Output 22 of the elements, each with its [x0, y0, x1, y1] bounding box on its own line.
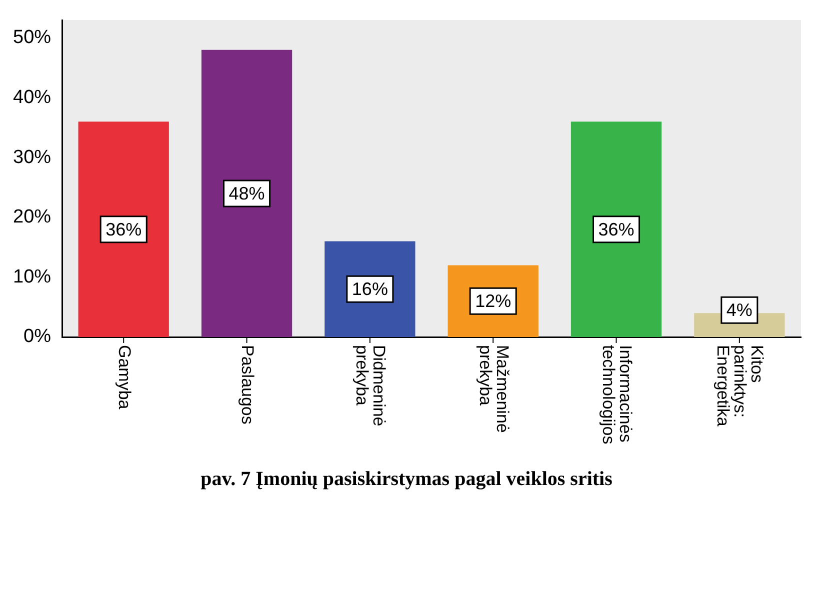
data-label: 16% [352, 279, 388, 300]
bar [78, 122, 169, 337]
bar [201, 50, 292, 337]
bar [570, 122, 662, 337]
y-tick-label: 20% [12, 206, 52, 228]
y-tick-label: 10% [12, 266, 52, 288]
data-label: 4% [726, 300, 752, 320]
data-label: 36% [598, 219, 634, 240]
y-tick-label: 0% [24, 326, 52, 348]
text: pav. 7 Įmonių pasiskirstymas pagal veiklos sritis [200, 468, 614, 491]
data-label: 12% [475, 291, 512, 312]
data-label: 36% [106, 219, 142, 240]
x-tick-label: Kitos parinktys: Energetika [714, 345, 767, 427]
x-tick-label: Gamyba [114, 345, 134, 410]
x-tick-label: Mažmeninė prekyba [476, 345, 512, 433]
y-tick-label: 40% [12, 86, 52, 108]
x-tick-label: Didmeninė prekyba [352, 345, 389, 426]
y-tick-label: 50% [12, 27, 52, 48]
y-tick-label: 30% [12, 146, 52, 168]
x-tick-label: Paslaugos [238, 345, 258, 424]
x-tick-label: Informacinės technologijos [599, 345, 636, 444]
data-label: 48% [228, 183, 265, 204]
